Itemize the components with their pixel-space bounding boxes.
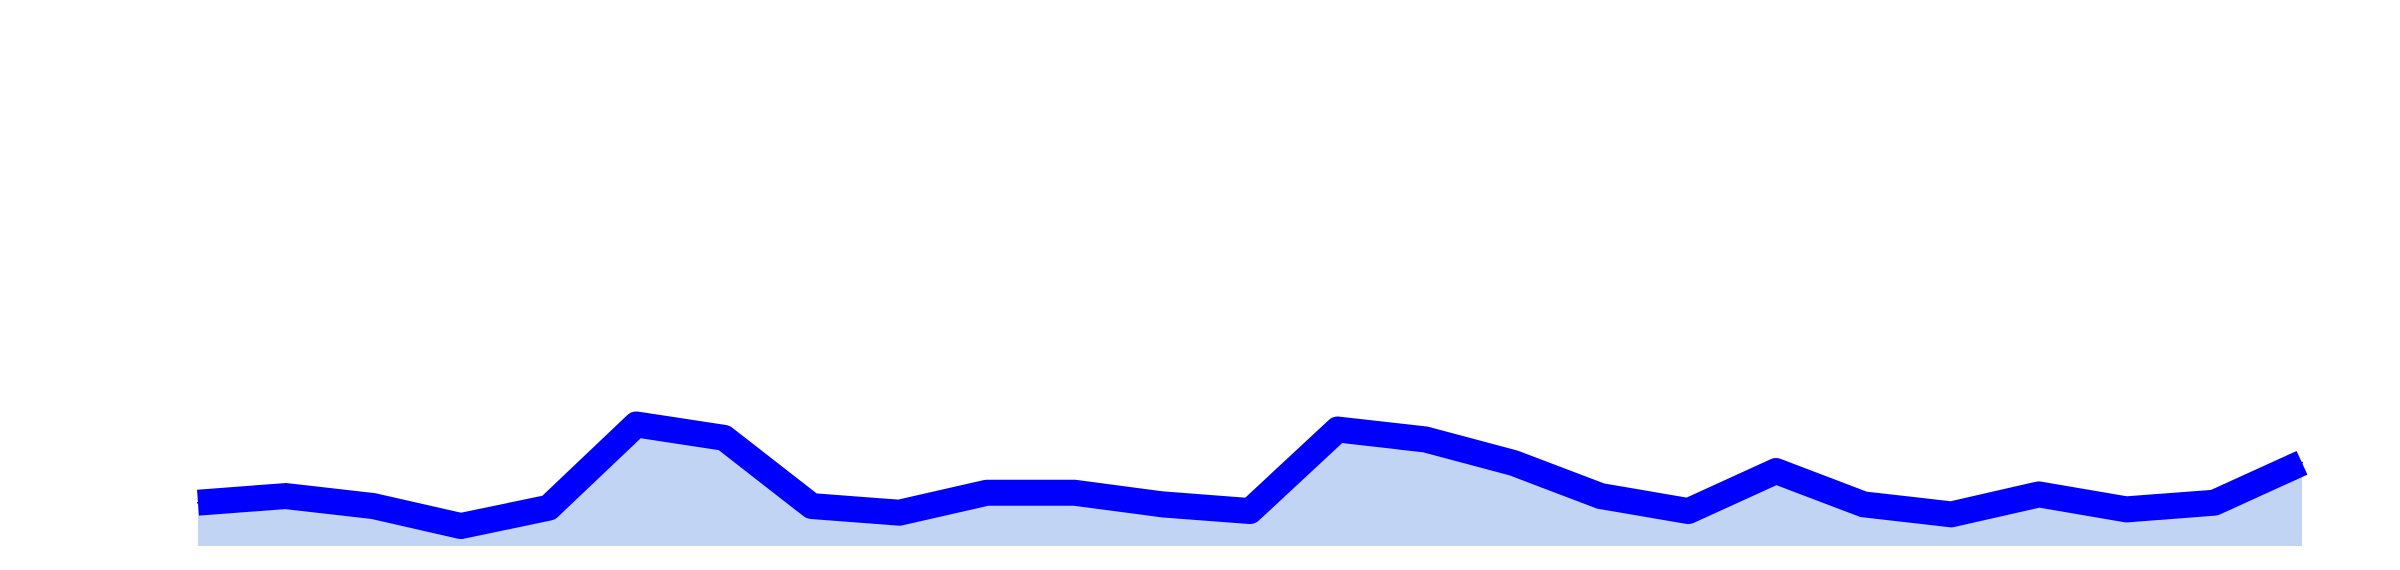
area-fill	[198, 424, 2302, 546]
data-point-15	[1424, 438, 1427, 441]
data-point-11	[1073, 491, 1076, 494]
data-point-13	[1249, 510, 1251, 513]
data-point-22	[2038, 493, 2040, 496]
data-point-6	[635, 423, 638, 426]
data-point-16	[1512, 461, 1514, 464]
data-point-12	[1161, 503, 1164, 506]
data-point-14	[1336, 428, 1339, 431]
data-point-18	[1687, 510, 1690, 513]
data-point-24	[2213, 501, 2216, 504]
data-point-9	[898, 511, 901, 514]
data-point-3	[372, 505, 375, 508]
data-point-7	[723, 436, 725, 439]
data-point-2	[284, 495, 287, 498]
data-point-25	[2301, 461, 2303, 464]
data-point-20	[1862, 503, 1865, 506]
data-point-19	[1775, 470, 1777, 473]
data-point-17	[1599, 495, 1602, 498]
plot-area	[197, 411, 2308, 546]
data-point-8	[810, 505, 813, 508]
data-point-4	[460, 525, 462, 528]
data-point-1	[197, 501, 199, 504]
data-point-21	[1950, 513, 1953, 516]
data-point-10	[986, 491, 988, 494]
data-point-5	[547, 506, 550, 509]
data-point-23	[2125, 508, 2128, 511]
